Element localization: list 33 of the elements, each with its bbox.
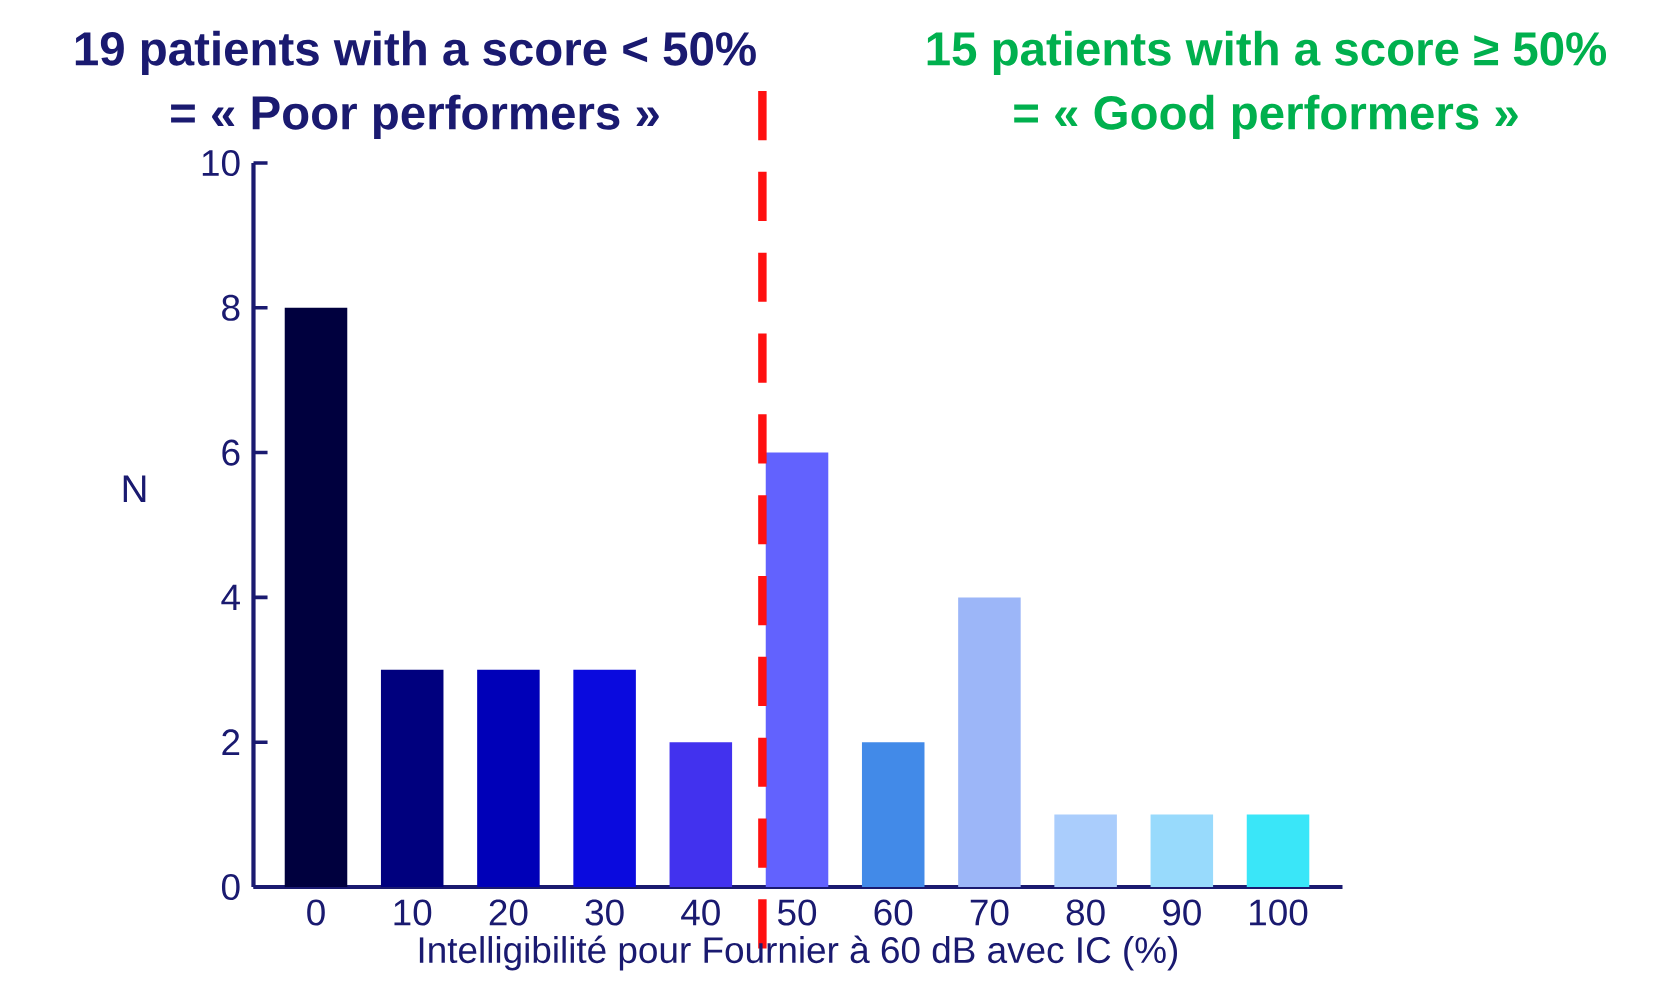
x-tick-label: 10: [394, 899, 432, 926]
bar: [477, 669, 540, 887]
bar: [1150, 814, 1214, 887]
y-tick-label: 4: [221, 584, 240, 611]
y-tick-label: 10: [202, 149, 240, 177]
x-tick-label: 20: [489, 899, 528, 926]
x-tick-label: 60: [874, 899, 913, 926]
bar: [284, 307, 348, 887]
x-tick-label: 70: [970, 899, 1009, 926]
text: = « Poor performers »: [171, 94, 659, 140]
x-tick-label: 80: [1066, 899, 1105, 926]
x-axis-title: Intelligibilité pour Fournier à 60 dB avec IC (%): [419, 935, 1178, 971]
x-tick-label: 40: [681, 899, 720, 926]
bar: [573, 669, 636, 887]
text: 15 patients with a score ≥ 50%: [927, 30, 1607, 76]
bar: [861, 742, 925, 887]
bar: [1246, 814, 1310, 887]
bar: [1054, 814, 1117, 887]
y-tick-label: 6: [222, 439, 240, 466]
x-tick-label: 0: [307, 899, 325, 926]
text: 19 patients with a score < 50%: [75, 30, 756, 76]
x-tick-label: 50: [777, 899, 817, 926]
bar: [380, 669, 444, 887]
y-tick-label: 2: [222, 729, 240, 756]
x-tick-label: 30: [585, 899, 624, 926]
text: = « Good performers »: [1014, 94, 1518, 140]
x-tick-label: 100: [1250, 899, 1308, 926]
bar: [958, 597, 1021, 887]
y-axis-title: N: [123, 475, 146, 503]
y-tick-label: 8: [222, 294, 240, 321]
bar: [669, 742, 733, 887]
y-tick-label: 0: [221, 873, 240, 901]
x-tick-label: 90: [1163, 899, 1201, 926]
